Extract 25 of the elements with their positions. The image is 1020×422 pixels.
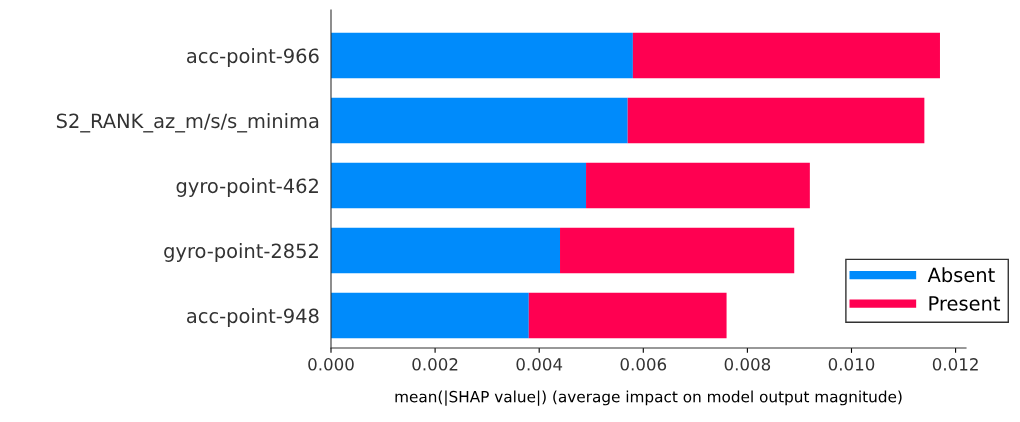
x-tick-label: 0.006 (620, 358, 667, 371)
y-tick-label: S2_RANK_az_m/s/s_minima (56, 113, 319, 133)
bar (331, 162, 587, 209)
bar (632, 32, 940, 79)
x-tick-label: 0.008 (724, 358, 771, 371)
bar (586, 162, 810, 209)
x-axis-title: mean(|SHAP value|) (average impact on model output magnitude) (395, 390, 902, 406)
bar (627, 97, 925, 144)
legend-label: Absent (927, 267, 995, 283)
bar (331, 292, 529, 339)
y-tick-label: gyro-point-2852 (164, 243, 318, 262)
bar (560, 227, 795, 274)
y-tick-label: acc-point-948 (187, 308, 319, 327)
y-tick-label: gyro-point-462 (176, 178, 318, 197)
bar (331, 227, 561, 274)
y-tick-label: acc-point-966 (187, 48, 319, 67)
bar (331, 97, 628, 144)
legend-label: Present (929, 296, 1001, 311)
x-tick-label: 0.012 (932, 358, 978, 371)
x-tick-label: 0.002 (412, 358, 458, 371)
x-tick-label: 0.000 (308, 358, 354, 371)
x-tick-label: 0.004 (516, 358, 563, 371)
bar (528, 292, 727, 339)
bar (331, 32, 633, 79)
x-tick-label: 0.010 (828, 358, 875, 371)
